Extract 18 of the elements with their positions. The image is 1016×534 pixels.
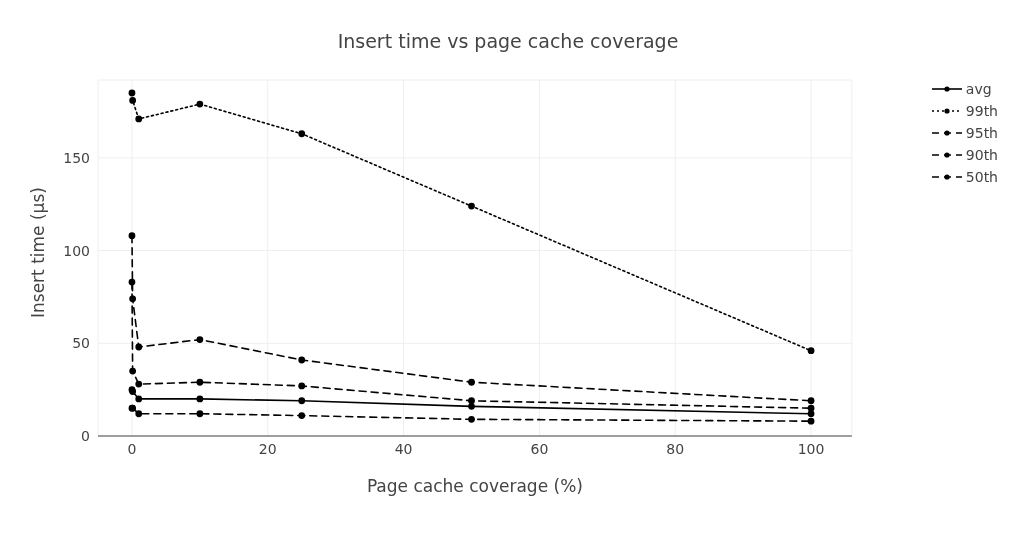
- y-tick-label: 150: [63, 149, 90, 166]
- legend-label: 99th: [965, 102, 998, 121]
- x-tick-label: 0: [127, 440, 137, 457]
- x-axis-title: Page cache coverage (%): [366, 476, 583, 496]
- legend-label: 50th: [965, 168, 998, 187]
- x-tick-label: 60: [530, 440, 549, 457]
- x-tick-label: 20: [258, 440, 277, 457]
- y-tick-label: 0: [81, 427, 90, 444]
- legend-label: 90th: [965, 146, 998, 165]
- y-tick-label: 100: [63, 242, 90, 259]
- legend-label: 95th: [965, 124, 998, 143]
- chart-title: Insert time vs page cache coverage: [336, 30, 680, 52]
- legend-label: avg: [965, 80, 992, 99]
- y-tick-label: 50: [72, 335, 90, 352]
- x-tick-label: 40: [394, 440, 413, 457]
- x-tick-label: 80: [666, 440, 685, 457]
- y-axis-title: Insert time (μs): [28, 187, 49, 318]
- x-tick-label: 100: [797, 440, 825, 457]
